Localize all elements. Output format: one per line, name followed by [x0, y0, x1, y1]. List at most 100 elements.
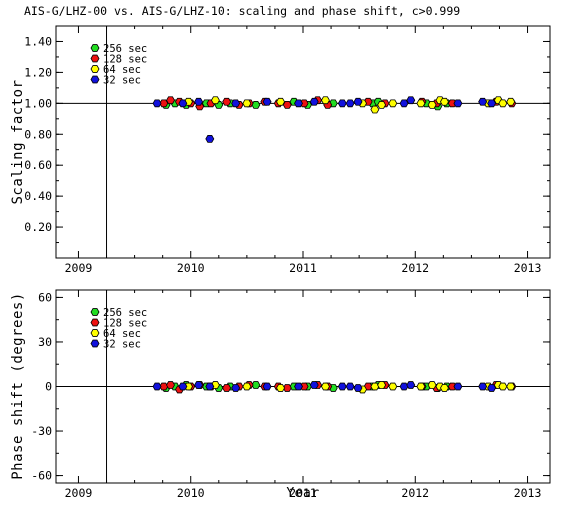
y-axis-label: Scaling factor: [10, 79, 26, 204]
data-point: [388, 99, 398, 108]
data-point: [498, 382, 508, 391]
legend-marker: [90, 308, 100, 316]
data-point: [205, 382, 215, 391]
data-point: [453, 382, 463, 391]
data-point: [222, 384, 232, 392]
data-point: [309, 97, 319, 106]
data-point: [345, 99, 355, 108]
data-point: [506, 382, 516, 391]
data-point: [222, 97, 232, 106]
chart-title: AIS-G/LHZ-00 vs. AIS-G/LHZ-10: scaling a…: [24, 4, 460, 18]
data-point: [194, 381, 204, 389]
y-tick-label: 30: [38, 335, 52, 349]
data-point: [416, 382, 426, 391]
data-point: [231, 99, 241, 108]
data-point: [506, 97, 516, 106]
x-tick-label: 2011: [289, 261, 317, 275]
data-point: [166, 381, 175, 389]
data-point: [337, 382, 347, 391]
scaling-factor-panel: 2009 2010 2011 2012 2013 0.20 0.40 0.60 0.80 1.0…: [10, 25, 551, 275]
data-point: [478, 382, 488, 391]
data-point: [439, 384, 449, 392]
legend-label: 32 sec: [103, 339, 141, 351]
data-point: [178, 382, 188, 391]
legend-marker: [90, 318, 100, 327]
data-point: [320, 96, 330, 105]
data-point: [498, 99, 508, 108]
data-point: [276, 384, 286, 392]
data-point: [478, 97, 488, 106]
y-tick-label: 60: [38, 290, 52, 304]
y-tick-label: 1.00: [24, 96, 52, 110]
legend-marker: [90, 65, 100, 73]
data-point: [487, 99, 497, 108]
data-point: [282, 101, 292, 109]
data-point: [166, 96, 175, 105]
legend-marker: [90, 339, 100, 348]
y-tick-label: 1.40: [24, 34, 52, 48]
data-point: [439, 97, 449, 106]
data-point: [242, 99, 252, 108]
data-point: [427, 101, 437, 109]
legend-label: 32 sec: [103, 75, 141, 87]
data-point: [194, 97, 204, 106]
data-point: [178, 99, 188, 108]
y-tick-label: -60: [31, 469, 52, 483]
data-point: [377, 101, 387, 109]
data-point: [262, 97, 272, 106]
y-tick-label: 0.80: [24, 127, 52, 141]
data-point: [447, 382, 457, 391]
legend-label: 128 sec: [103, 318, 147, 330]
x-tick-label: 2013: [514, 486, 542, 500]
data-point: [427, 381, 437, 389]
legend-label: 256 sec: [103, 43, 147, 55]
y-tick-label: 0.60: [24, 158, 52, 172]
phase-shift-panel: 2009 2010 2011 2012 2013 -60 -30 0 30 60 256 sec…: [10, 289, 551, 501]
data-point: [370, 382, 380, 391]
data-point: [399, 382, 409, 391]
y-axis-label: Phase shift (degrees): [10, 292, 26, 480]
legend-marker: [90, 75, 100, 84]
data-point: [337, 99, 347, 108]
y-tick-label: 0.40: [24, 189, 52, 203]
legend-label: 64 sec: [103, 328, 141, 340]
data-point: [320, 382, 330, 391]
legend-label: 128 sec: [103, 54, 147, 66]
data-point: [487, 384, 497, 392]
data-point: [242, 382, 252, 391]
data-point: [276, 97, 286, 106]
data-point: [210, 96, 220, 105]
data-point: [370, 105, 380, 114]
data-point: [447, 99, 457, 108]
data-point: [152, 382, 162, 391]
legend-marker: [90, 44, 100, 52]
legend-marker: [90, 54, 100, 63]
data-point: [406, 381, 416, 389]
x-tick-label: 2011: [289, 486, 317, 500]
x-tick-label: 2012: [401, 486, 429, 500]
x-tick-label: 2009: [65, 486, 93, 500]
y-tick-label: 0: [45, 380, 52, 394]
data-point: [345, 382, 355, 391]
data-point: [231, 384, 241, 392]
x-tick-label: 2010: [177, 261, 205, 275]
data-point: [377, 381, 387, 389]
data-point: [399, 99, 409, 108]
data-point: [152, 99, 162, 108]
data-point: [262, 382, 272, 391]
data-point: [406, 96, 416, 105]
data-point: [205, 135, 215, 143]
data-point: [388, 382, 398, 391]
data-point: [309, 381, 319, 389]
data-point: [453, 99, 463, 108]
x-axis-label: Year: [286, 486, 319, 501]
legend-label: 256 sec: [103, 307, 147, 319]
data-point: [294, 99, 303, 108]
y-tick-label: 0.20: [24, 220, 52, 234]
x-tick-label: 2010: [177, 486, 205, 500]
data-point: [353, 384, 363, 392]
x-tick-label: 2009: [65, 261, 93, 275]
data-point: [353, 97, 363, 106]
data-point: [294, 382, 303, 391]
